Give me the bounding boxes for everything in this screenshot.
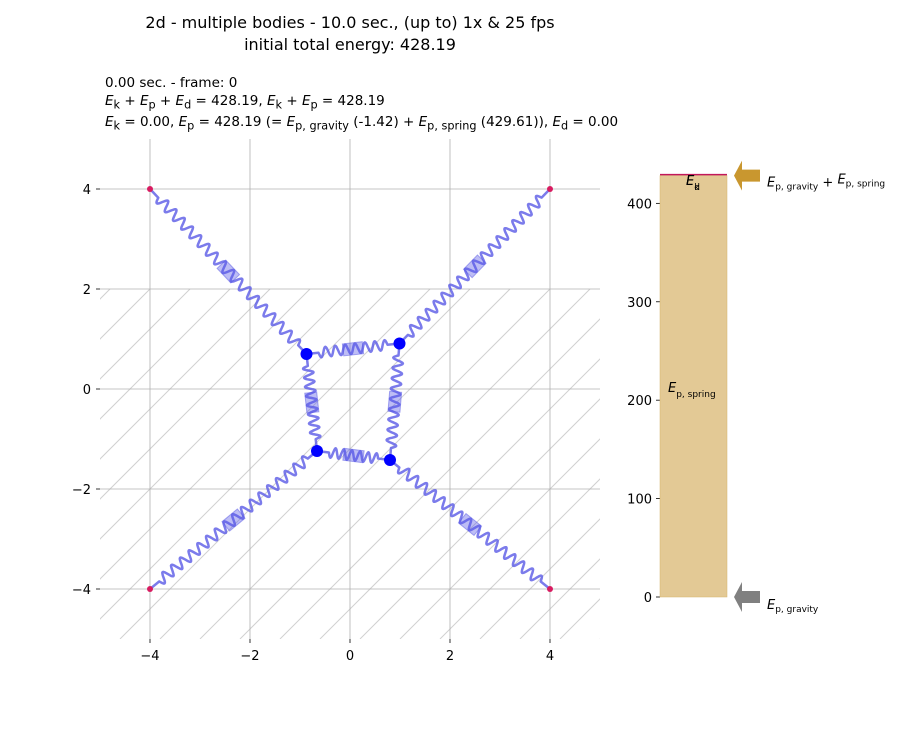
damper <box>341 341 365 357</box>
anchor-point <box>547 186 553 192</box>
y-tick-label: −2 <box>72 483 91 498</box>
damper <box>221 508 246 532</box>
damper <box>457 512 483 537</box>
masses <box>300 337 406 466</box>
spring <box>398 188 551 345</box>
spring <box>316 447 391 464</box>
mass-body <box>393 337 406 350</box>
grid <box>100 139 600 639</box>
damper <box>387 390 403 413</box>
axis-ticks: −4 −2 0 2 4 −4 −2 0 2 4 <box>72 183 554 664</box>
spring <box>149 450 318 590</box>
x-tick-label: 2 <box>446 649 454 664</box>
spring <box>389 459 551 590</box>
damper <box>462 254 487 279</box>
y-tick-label: 2 <box>83 283 91 298</box>
spring <box>385 343 405 461</box>
spring <box>301 353 322 452</box>
x-tick-label: 0 <box>346 649 354 664</box>
damper <box>216 259 241 284</box>
figure-title-line1: 2d - multiple bodies - 10.0 sec., (up to… <box>145 13 555 32</box>
anchor-point <box>547 586 553 592</box>
total-energy-value: 428.19 <box>211 93 259 109</box>
ep-gravity-value: -1.42 <box>358 114 394 130</box>
energy-summary-line1: Ek + Ep + Ed = 428.19, Ek + Ep = 428.19 <box>105 93 385 112</box>
kinetic-potential-value: 428.19 <box>337 93 385 109</box>
spring <box>149 188 308 355</box>
y-tick-label: 4 <box>83 183 91 198</box>
ek-value: 0.00 <box>139 114 171 130</box>
springs <box>149 188 551 590</box>
y-tick-label: −4 <box>72 583 91 598</box>
figure-title-line2: initial total energy: 428.19 <box>244 35 456 54</box>
ed-value: 0.00 <box>588 114 619 130</box>
ep-spring-value: 429.61 <box>486 114 534 130</box>
y-tick-label: 0 <box>83 383 91 398</box>
time-frame-label: 0.00 sec. - frame: 0 <box>105 75 238 91</box>
mass-body <box>311 445 323 457</box>
anchor-point <box>147 186 153 192</box>
anchor-point <box>147 586 153 592</box>
energy-summary-line2: Ek = 0.00, Ep = 428.19 (= Ep, gravity (-… <box>105 114 619 133</box>
x-tick-label: 4 <box>546 649 554 664</box>
x-tick-label: −4 <box>140 649 159 664</box>
x-tick-label: −2 <box>240 649 259 664</box>
damper <box>304 391 320 414</box>
damper <box>342 447 365 464</box>
mass-body <box>384 454 396 466</box>
anchors <box>147 186 553 592</box>
spring <box>306 338 400 359</box>
mass-body <box>300 348 313 360</box>
ep-value: 428.19 <box>214 114 262 130</box>
